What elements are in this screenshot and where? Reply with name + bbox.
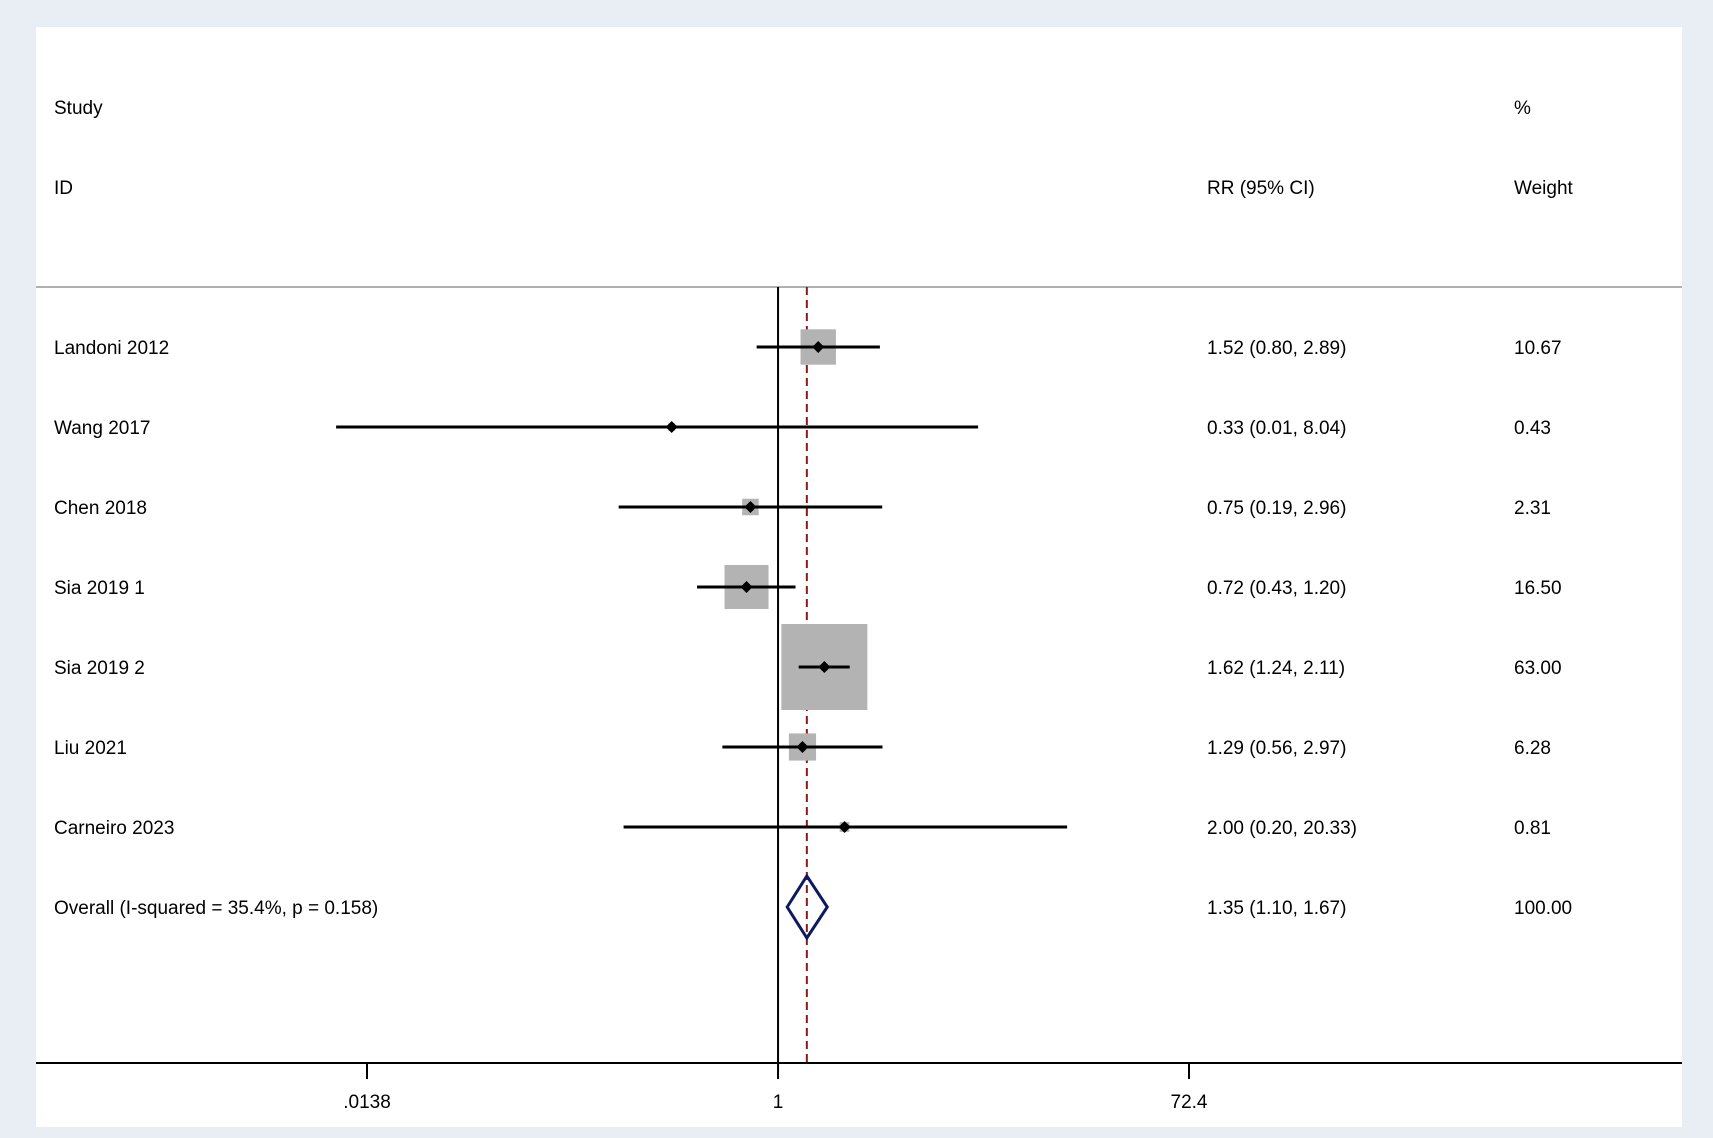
ci-label: 2.00 (0.20, 20.33) [1207, 818, 1357, 839]
overall-label: Overall (I-squared = 35.4%, p = 0.158) [54, 898, 378, 919]
weight-label: 0.81 [1514, 818, 1551, 839]
study-name: Sia 2019 2 [54, 658, 145, 679]
weight-label: 0.43 [1514, 418, 1551, 439]
header-effect: RR (95% CI) [1207, 178, 1315, 199]
point-estimate [796, 741, 809, 753]
ci-label: 0.75 (0.19, 2.96) [1207, 498, 1346, 519]
study-name: Landoni 2012 [54, 338, 169, 359]
point-estimate [812, 341, 825, 353]
weight-label: 16.50 [1514, 578, 1562, 599]
point-estimate [838, 821, 851, 833]
weight-label: 2.31 [1514, 498, 1551, 519]
header-percent: % [1514, 98, 1531, 119]
header-id: ID [54, 178, 73, 199]
study-name: Chen 2018 [54, 498, 147, 519]
weight-label: 10.67 [1514, 338, 1562, 359]
point-estimate [744, 501, 757, 513]
ci-label: 1.62 (1.24, 2.11) [1207, 658, 1345, 679]
study-name: Carneiro 2023 [54, 818, 174, 839]
point-estimate [740, 581, 753, 593]
overall-diamond [785, 873, 830, 941]
x-tick-label: 1 [773, 1092, 784, 1113]
x-tick-label: .0138 [343, 1092, 391, 1113]
header-study: Study [54, 98, 103, 119]
ci-label: 0.72 (0.43, 1.20) [1207, 578, 1346, 599]
forest-plot-frame: Study ID RR (95% CI) % Weight Landoni 20… [36, 27, 1682, 1127]
study-name: Wang 2017 [54, 418, 150, 439]
study-name: Sia 2019 1 [54, 578, 145, 599]
overall-weight-label: 100.00 [1514, 898, 1572, 919]
plot-marks: Landoni 2012 1.52 (0.80, 2.89) 10.67 Wang 2… [36, 287, 1682, 1113]
header-weight: Weight [1514, 178, 1574, 199]
study-name: Liu 2021 [54, 738, 127, 759]
overall-ci-label: 1.35 (1.10, 1.67) [1207, 898, 1346, 919]
ci-label: 0.33 (0.01, 8.04) [1207, 418, 1346, 439]
weight-label: 6.28 [1514, 738, 1551, 759]
column-headers: Study ID RR (95% CI) % Weight [36, 98, 1682, 288]
ci-label: 1.52 (0.80, 2.89) [1207, 338, 1346, 359]
weight-label: 63.00 [1514, 658, 1562, 679]
ci-label: 1.29 (0.56, 2.97) [1207, 738, 1346, 759]
point-estimate [665, 421, 678, 433]
point-estimate [818, 661, 831, 673]
x-tick-label: 72.4 [1171, 1092, 1208, 1113]
